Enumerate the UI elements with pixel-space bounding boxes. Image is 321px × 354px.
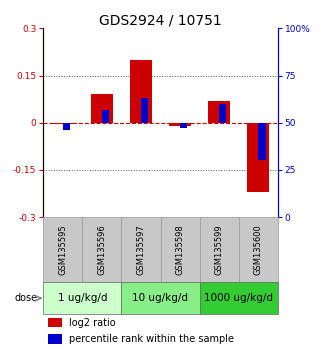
FancyBboxPatch shape	[160, 217, 200, 282]
Text: GSM135595: GSM135595	[58, 224, 67, 275]
Text: GSM135599: GSM135599	[214, 224, 224, 275]
Bar	[52, 123, 74, 124]
FancyBboxPatch shape	[82, 217, 121, 282]
Text: GSM135597: GSM135597	[136, 224, 145, 275]
FancyBboxPatch shape	[43, 217, 82, 282]
Bar	[102, 109, 109, 123]
Bar	[91, 95, 113, 123]
Bar	[258, 123, 265, 160]
Text: 1 ug/kg/d: 1 ug/kg/d	[58, 293, 107, 303]
Bar	[180, 123, 187, 129]
Bar	[141, 98, 148, 123]
Text: GSM135598: GSM135598	[176, 224, 185, 275]
Text: percentile rank within the sample: percentile rank within the sample	[69, 334, 234, 344]
Bar	[63, 123, 70, 130]
Bar	[48, 318, 62, 327]
Text: log2 ratio: log2 ratio	[69, 318, 116, 327]
FancyBboxPatch shape	[239, 217, 278, 282]
FancyBboxPatch shape	[43, 282, 121, 314]
Bar	[130, 60, 152, 123]
Text: 1000 ug/kg/d: 1000 ug/kg/d	[204, 293, 273, 303]
FancyBboxPatch shape	[121, 217, 160, 282]
Bar	[247, 123, 269, 192]
Bar	[48, 334, 62, 344]
Text: GSM135596: GSM135596	[97, 224, 107, 275]
Title: GDS2924 / 10751: GDS2924 / 10751	[99, 13, 222, 27]
Bar	[169, 123, 191, 126]
Bar	[220, 104, 226, 123]
Text: 10 ug/kg/d: 10 ug/kg/d	[133, 293, 188, 303]
FancyBboxPatch shape	[121, 282, 200, 314]
Text: GSM135600: GSM135600	[254, 224, 263, 275]
FancyBboxPatch shape	[200, 282, 278, 314]
Bar	[208, 101, 230, 123]
FancyBboxPatch shape	[200, 217, 239, 282]
Text: dose: dose	[14, 293, 38, 303]
